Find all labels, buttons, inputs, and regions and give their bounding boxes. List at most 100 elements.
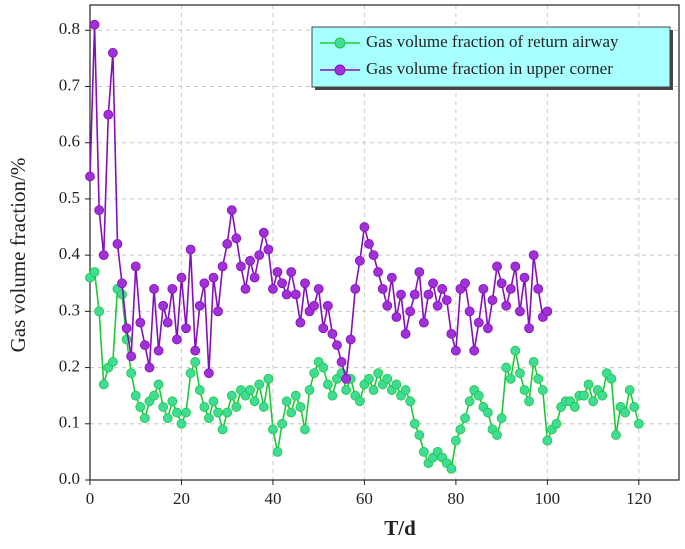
data-point — [418, 446, 429, 457]
data-point — [107, 47, 118, 58]
data-point — [194, 300, 205, 311]
data-point — [391, 312, 402, 322]
data-point — [89, 267, 100, 277]
data-point — [117, 289, 127, 300]
data-point — [190, 357, 201, 367]
x-tick-label: 0 — [86, 489, 95, 508]
data-point — [162, 317, 173, 328]
data-point — [290, 390, 301, 401]
y-tick-label: 0.0 — [59, 469, 80, 488]
data-point — [350, 283, 361, 294]
data-point — [382, 373, 393, 384]
data-point — [258, 227, 269, 238]
data-point — [515, 368, 525, 379]
data-point — [300, 278, 310, 289]
data-point — [464, 306, 475, 317]
data-point — [213, 306, 223, 317]
data-point — [450, 345, 461, 356]
data-point — [492, 430, 502, 440]
data-point — [231, 402, 242, 412]
data-point — [176, 418, 187, 429]
data-point — [126, 351, 137, 362]
data-point — [460, 413, 470, 424]
data-point — [153, 379, 164, 390]
data-point — [583, 379, 594, 390]
data-point — [460, 278, 470, 289]
data-point — [519, 272, 530, 283]
data-point — [144, 362, 155, 373]
data-point — [437, 283, 448, 294]
data-point — [579, 390, 589, 401]
data-point — [606, 373, 617, 384]
data-point — [327, 328, 338, 339]
data-point — [533, 283, 544, 294]
data-point — [208, 272, 219, 283]
data-point — [277, 418, 287, 429]
data-point — [464, 396, 475, 407]
data-point — [396, 289, 406, 300]
data-point — [167, 283, 178, 294]
data-point — [441, 295, 452, 306]
data-point — [620, 407, 631, 418]
data-point — [217, 424, 228, 435]
data-point — [533, 373, 544, 384]
data-point — [158, 300, 169, 311]
data-point — [222, 239, 233, 249]
data-point — [222, 407, 233, 418]
x-tick-label: 20 — [173, 489, 190, 508]
data-point — [89, 19, 100, 30]
data-point — [272, 446, 283, 457]
data-point — [629, 402, 640, 412]
legend-box — [311, 26, 671, 88]
data-point — [633, 418, 644, 429]
data-point — [368, 250, 379, 261]
data-point — [515, 306, 525, 317]
data-point — [181, 407, 191, 418]
data-point — [162, 413, 173, 424]
data-point — [217, 261, 228, 272]
data-point — [149, 283, 159, 294]
data-point — [254, 379, 265, 390]
data-point — [94, 306, 105, 317]
data-point — [528, 250, 539, 261]
data-point — [496, 413, 507, 424]
data-point — [345, 334, 356, 345]
data-point — [185, 368, 196, 379]
data-point — [194, 385, 205, 395]
data-point — [185, 244, 196, 255]
data-point — [171, 334, 182, 345]
data-point — [322, 379, 333, 390]
data-point — [359, 222, 370, 232]
data-point — [286, 407, 297, 418]
data-point — [469, 345, 480, 356]
legend-marker — [334, 64, 346, 76]
data-point — [190, 345, 201, 356]
data-point — [478, 283, 489, 294]
data-point — [537, 385, 548, 395]
data-point — [473, 390, 484, 401]
data-point — [176, 272, 187, 283]
data-point — [286, 267, 297, 277]
data-point — [236, 261, 246, 272]
data-point — [327, 390, 338, 401]
data-point — [450, 435, 461, 446]
data-point — [103, 109, 114, 120]
data-point — [569, 402, 580, 412]
x-tick-label: 80 — [447, 489, 464, 508]
data-point — [405, 396, 416, 407]
x-tick-label: 60 — [356, 489, 373, 508]
data-point — [432, 300, 443, 311]
data-point — [551, 418, 562, 429]
data-point — [391, 379, 402, 390]
data-point — [519, 385, 530, 395]
x-axis-label: T/d — [384, 516, 416, 540]
data-point — [245, 255, 255, 266]
data-point — [611, 430, 621, 440]
data-point — [117, 278, 127, 289]
data-point — [414, 430, 425, 440]
y-tick-label: 0.4 — [59, 244, 81, 263]
data-point — [153, 345, 164, 356]
data-point — [277, 278, 287, 289]
x-tick-label: 120 — [626, 489, 652, 508]
data-point — [318, 323, 329, 334]
